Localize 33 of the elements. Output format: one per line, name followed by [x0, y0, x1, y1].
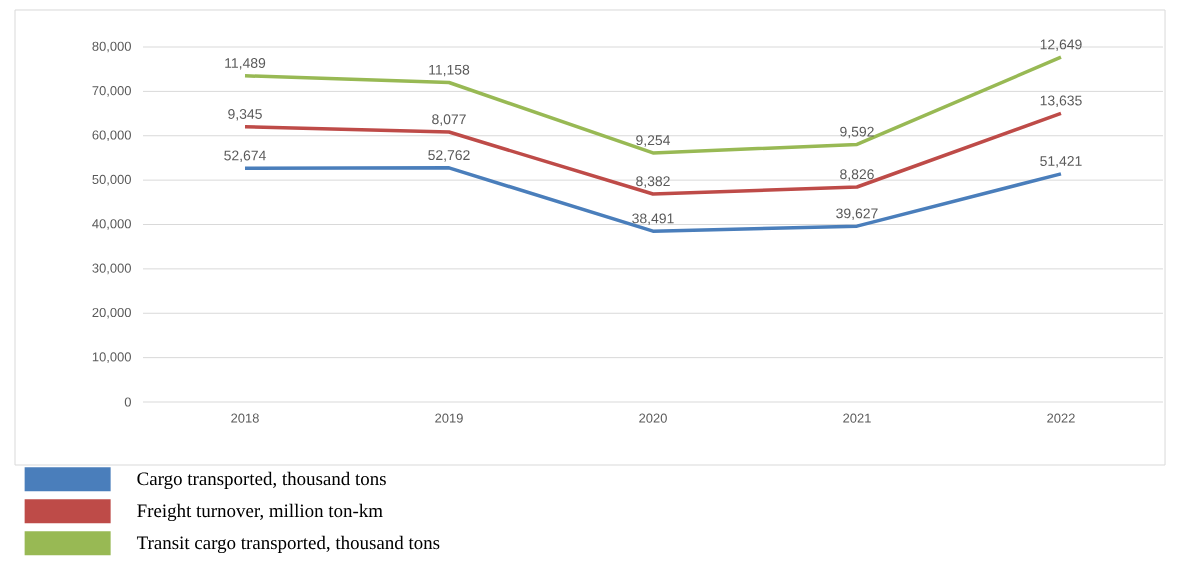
legend-label: Cargo transported, thousand tons: [137, 471, 386, 490]
data-label: 51,421: [1040, 156, 1082, 168]
x-tick-label: 2018: [231, 413, 259, 423]
x-tick-label: 2020: [639, 413, 667, 423]
y-tick-label: 40,000: [92, 219, 131, 230]
annotation: 12,649: [1040, 39, 1082, 51]
annotation: 8,077: [432, 114, 466, 126]
data-label: 39,627: [836, 208, 878, 220]
y-tick-label: 50,000: [92, 174, 131, 186]
x-tick-label: 2021: [843, 413, 871, 423]
y-tick-label: 20,000: [92, 307, 131, 319]
x-tick-label: 2019: [435, 413, 463, 423]
legend-label: Freight turnover, million ton-km: [137, 503, 383, 522]
y-tick-label: 70,000: [92, 86, 131, 97]
y-tick-label: 0: [124, 397, 131, 407]
y-tick-label: 80,000: [92, 41, 131, 53]
legend-label: Transit cargo transported, thousand tons: [136, 535, 440, 554]
y-tick-label: 10,000: [92, 352, 131, 363]
y-tick-label: 30,000: [92, 263, 131, 275]
annotation: 8,826: [840, 169, 874, 181]
x-tick-label: 2022: [1047, 413, 1075, 423]
annotation: 9,345: [228, 109, 262, 121]
annotation: 11,489: [225, 58, 266, 70]
annotation: 9,254: [636, 135, 671, 147]
data-label: 52,674: [224, 150, 266, 163]
annotation: 11,158: [429, 64, 470, 77]
line-series: [243, 166, 1063, 233]
y-tick-label: 60,000: [92, 130, 131, 142]
annotation: 9,592: [840, 126, 874, 139]
data-label: 52,762: [428, 150, 470, 162]
data-label: 38,491: [632, 213, 674, 225]
annotation: 13,635: [1040, 95, 1082, 108]
annotation: 8,382: [636, 176, 670, 188]
